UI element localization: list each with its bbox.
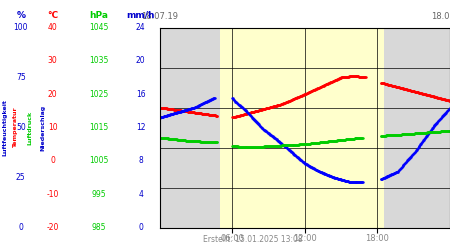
Text: Niederschlag: Niederschlag (40, 104, 45, 150)
Text: -10: -10 (46, 190, 59, 199)
Text: 25: 25 (16, 173, 26, 182)
Text: 10: 10 (48, 123, 58, 132)
Text: 30: 30 (48, 56, 58, 65)
Text: 995: 995 (92, 190, 106, 199)
Text: 75: 75 (16, 73, 26, 82)
Text: 985: 985 (92, 223, 106, 232)
Text: 20: 20 (136, 56, 145, 65)
Text: 100: 100 (14, 23, 28, 32)
Text: 1045: 1045 (90, 23, 109, 32)
Text: hPa: hPa (90, 10, 108, 20)
Text: 8: 8 (138, 156, 143, 165)
Text: -20: -20 (46, 223, 59, 232)
Text: mm/h: mm/h (126, 10, 155, 20)
Text: Luftfeuchtigkeit: Luftfeuchtigkeit (2, 99, 7, 156)
Text: Luftdruck: Luftdruck (28, 110, 33, 144)
Text: 0: 0 (138, 223, 143, 232)
Text: 12: 12 (136, 123, 145, 132)
Text: 50: 50 (16, 123, 26, 132)
Text: 0: 0 (50, 156, 55, 165)
Text: 40: 40 (48, 23, 58, 32)
Text: 0: 0 (18, 223, 23, 232)
Text: Temperatur: Temperatur (14, 107, 18, 148)
Text: 1005: 1005 (90, 156, 109, 165)
Text: Erstellt: 15.01.2025 13:08: Erstellt: 15.01.2025 13:08 (203, 236, 302, 244)
Text: 16: 16 (136, 90, 145, 99)
Text: 1015: 1015 (90, 123, 108, 132)
Text: 1035: 1035 (90, 56, 109, 65)
Text: 1025: 1025 (90, 90, 108, 99)
Text: 4: 4 (138, 190, 143, 199)
Text: %: % (16, 10, 25, 20)
Text: °C: °C (47, 10, 58, 20)
Bar (220, 28, 383, 228)
Text: 24: 24 (136, 23, 145, 32)
Text: 20: 20 (48, 90, 58, 99)
